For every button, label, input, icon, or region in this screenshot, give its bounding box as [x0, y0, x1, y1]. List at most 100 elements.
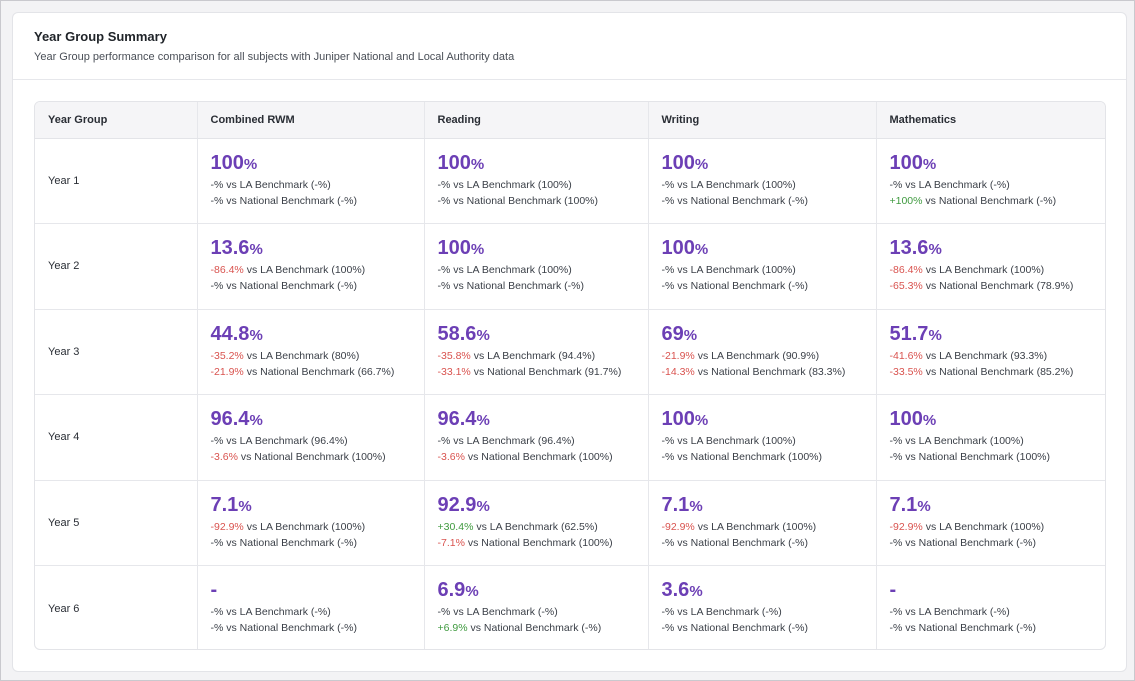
la-benchmark-text: vs LA Benchmark (100%) — [922, 264, 1045, 276]
national-difference: -% — [210, 280, 224, 292]
la-benchmark-text: vs LA Benchmark (100%) — [243, 264, 366, 276]
value-unit: % — [917, 497, 931, 515]
la-difference: -% — [210, 606, 224, 618]
table-body: Year 1 100% -% vs LA Benchmark (-%) -% vs N… — [35, 138, 1106, 649]
card-subtitle: Year Group performance comparison for al… — [34, 51, 515, 63]
value-number: - — [210, 579, 218, 601]
national-benchmark-text: vs National Benchmark (-%) — [223, 280, 357, 292]
table-row: Year 2 13.6% -86.4% vs LA Benchmark (100%)… — [35, 223, 1106, 310]
la-benchmark-line: -% vs LA Benchmark (-%) — [211, 604, 424, 620]
la-difference: -92.9% — [661, 520, 695, 533]
la-benchmark-text: vs LA Benchmark (100%) — [450, 264, 572, 276]
national-benchmark-line: -7.1% vs National Benchmark (100%) — [438, 535, 648, 551]
value-number: 3.6 — [661, 579, 690, 601]
attainment-value: - — [890, 578, 1106, 604]
cell-writing: 100% -% vs LA Benchmark (100%) -% vs Natio… — [648, 223, 877, 310]
national-benchmark-line: -% vs National Benchmark (-%) — [211, 535, 424, 551]
value-number: 100 — [661, 151, 695, 174]
value-number: 96.4 — [210, 408, 250, 430]
value-unit: % — [249, 412, 263, 429]
national-difference: -7.1% — [437, 536, 465, 549]
summary-table-container: Year Group Combined RWM Reading Writing … — [34, 101, 1106, 650]
national-benchmark-text: vs National Benchmark (-%) — [674, 536, 808, 549]
year-group-label: Year 1 — [35, 138, 198, 224]
la-difference: -% — [437, 178, 451, 191]
column-header-combined-rwm[interactable]: Combined RWM — [197, 102, 425, 139]
la-difference: +30.4% — [437, 520, 474, 533]
la-difference: -% — [889, 606, 903, 618]
national-benchmark-line: +6.9% vs National Benchmark (-%) — [438, 620, 648, 636]
la-difference: -41.6% — [889, 349, 923, 362]
year-group-label: Year 2 — [35, 223, 198, 310]
attainment-value: 44.8% — [211, 322, 424, 348]
attainment-value: 51.7% — [890, 322, 1106, 348]
la-benchmark-text: vs LA Benchmark (62.5%) — [473, 520, 598, 533]
la-benchmark-line: -% vs LA Benchmark (100%) — [890, 433, 1106, 449]
la-benchmark-text: vs LA Benchmark (-%) — [223, 606, 331, 618]
la-benchmark-line: -21.9% vs LA Benchmark (90.9%) — [662, 348, 876, 364]
la-benchmark-line: -86.4% vs LA Benchmark (100%) — [890, 262, 1106, 278]
cell-writing: 7.1% -92.9% vs LA Benchmark (100%) -% vs N… — [648, 480, 877, 566]
column-header-year-group[interactable]: Year Group — [35, 102, 198, 139]
la-benchmark-text: vs LA Benchmark (-%) — [450, 606, 558, 618]
national-difference: -% — [437, 280, 451, 292]
la-benchmark-text: vs LA Benchmark (80%) — [243, 349, 360, 362]
cell-reading: 96.4% -% vs LA Benchmark (96.4%) -3.6% vs … — [424, 394, 649, 481]
cell-combined-rwm: 44.8% -35.2% vs LA Benchmark (80%) -21.9% … — [197, 309, 425, 395]
la-benchmark-text: vs LA Benchmark (100%) — [694, 520, 817, 533]
national-difference: -% — [210, 622, 224, 634]
national-benchmark-line: -% vs National Benchmark (-%) — [211, 193, 424, 209]
attainment-value: 100% — [438, 151, 648, 177]
column-header-writing[interactable]: Writing — [648, 102, 877, 139]
cell-writing: 100% -% vs LA Benchmark (100%) -% vs Natio… — [648, 138, 877, 224]
national-difference: -% — [661, 622, 675, 634]
national-benchmark-text: vs National Benchmark (-%) — [902, 622, 1036, 634]
column-header-reading[interactable]: Reading — [424, 102, 649, 139]
value-unit: % — [694, 155, 709, 173]
national-benchmark-text: vs National Benchmark (100%) — [464, 536, 613, 549]
la-difference: -21.9% — [661, 349, 695, 362]
cell-reading: 6.9% -% vs LA Benchmark (-%) +6.9% vs Nati… — [424, 565, 649, 649]
national-difference: -3.6% — [437, 451, 465, 463]
year-group-summary-card: Year Group Summary Year Group performanc… — [12, 12, 1127, 672]
value-unit: % — [476, 497, 490, 515]
national-benchmark-text: vs National Benchmark (-%) — [674, 622, 808, 634]
national-benchmark-text: vs National Benchmark (100%) — [464, 451, 613, 463]
attainment-value: 100% — [438, 236, 648, 262]
la-difference: -% — [210, 435, 224, 447]
attainment-value: 69% — [662, 322, 876, 348]
value-number: 92.9 — [437, 493, 477, 516]
national-difference: -% — [210, 536, 224, 549]
la-benchmark-line: -% vs LA Benchmark (100%) — [662, 262, 876, 278]
la-benchmark-text: vs LA Benchmark (100%) — [674, 178, 796, 191]
la-benchmark-text: vs LA Benchmark (93.3%) — [922, 349, 1048, 362]
la-benchmark-line: -% vs LA Benchmark (-%) — [890, 177, 1106, 193]
value-unit: % — [689, 583, 703, 600]
attainment-value: 100% — [662, 407, 876, 433]
la-benchmark-text: vs LA Benchmark (100%) — [922, 520, 1045, 533]
value-number: 100 — [437, 237, 471, 259]
national-benchmark-text: vs National Benchmark (-%) — [467, 622, 602, 634]
national-difference: -% — [661, 451, 675, 463]
la-benchmark-text: vs LA Benchmark (-%) — [902, 606, 1010, 618]
attainment-value: 96.4% — [211, 407, 424, 433]
la-benchmark-line: -35.8% vs LA Benchmark (94.4%) — [438, 348, 648, 364]
national-benchmark-line: -33.1% vs National Benchmark (91.7%) — [438, 364, 648, 380]
cell-writing: 3.6% -% vs LA Benchmark (-%) -% vs Nationa… — [648, 565, 877, 649]
attainment-value: 58.6% — [438, 322, 648, 348]
national-difference: -33.1% — [437, 365, 471, 378]
la-benchmark-line: -% vs LA Benchmark (100%) — [662, 177, 876, 193]
column-header-mathematics[interactable]: Mathematics — [876, 102, 1105, 139]
la-benchmark-line: -% vs LA Benchmark (100%) — [438, 177, 648, 193]
cell-combined-rwm: 13.6% -86.4% vs LA Benchmark (100%) -% vs … — [197, 223, 425, 310]
value-unit: % — [476, 326, 490, 344]
national-difference: -% — [889, 451, 903, 463]
cell-combined-rwm: 100% -% vs LA Benchmark (-%) -% vs Nationa… — [197, 138, 425, 224]
cell-mathematics: 100% -% vs LA Benchmark (-%) +100% vs Nati… — [876, 138, 1106, 224]
national-benchmark-line: -33.5% vs National Benchmark (85.2%) — [890, 364, 1106, 380]
la-benchmark-text: vs LA Benchmark (100%) — [902, 435, 1024, 447]
la-benchmark-text: vs LA Benchmark (100%) — [674, 264, 796, 276]
cell-reading: 100% -% vs LA Benchmark (100%) -% vs Natio… — [424, 223, 649, 310]
la-benchmark-text: vs LA Benchmark (-%) — [223, 178, 331, 191]
